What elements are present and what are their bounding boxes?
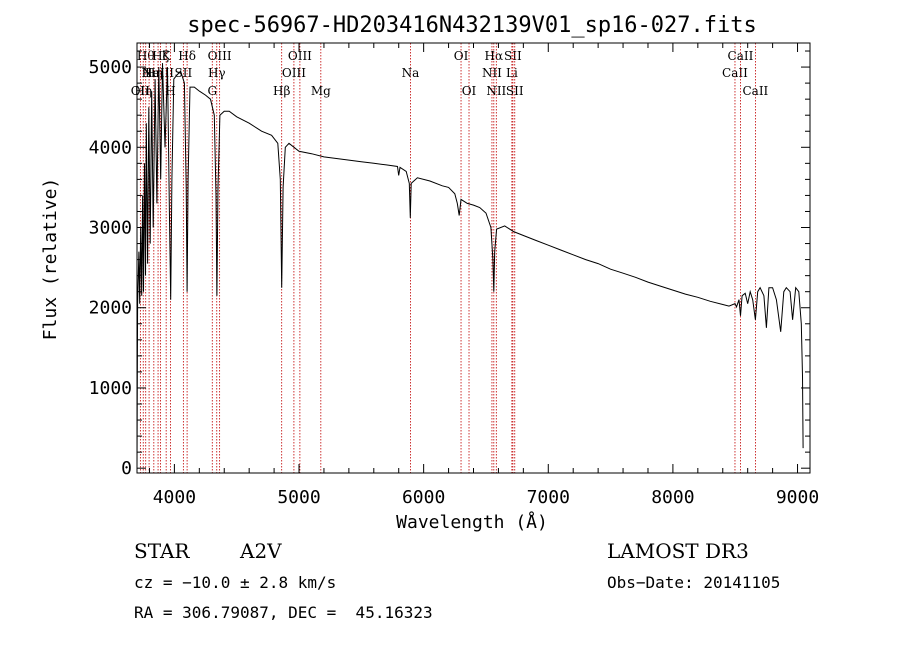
marker-label-6: Hζ — [152, 49, 169, 63]
marker-label-11: G — [207, 84, 217, 98]
x-axis-label: Wavelength (Å) — [396, 511, 548, 533]
marker-label-25: SII — [504, 49, 522, 63]
marker-label-27: CaII — [722, 66, 748, 80]
y-tick-label-2000: 2000 — [89, 298, 132, 319]
marker-label-18: Na — [402, 66, 420, 80]
axis-ticks: 4000 5000 6000 7000 8000 9000 0 1000 2000 3000 400… — [89, 43, 819, 508]
marker-label-10: Hδ — [178, 49, 196, 63]
spectrum-series-line — [136, 63, 804, 469]
x-tick-label-8000: 8000 — [651, 487, 694, 508]
y-tick-label-5000: 5000 — [89, 57, 132, 78]
y-tick-label-1000: 1000 — [89, 378, 132, 399]
chart-title: spec-56967-HD203416N432139V01_sp16-027.f… — [187, 13, 757, 38]
marker-label-7: K — [162, 49, 172, 63]
marker-label-1: Hη — [134, 84, 152, 98]
redshift-text: cz = −10.0 ± 2.8 km/s — [134, 573, 337, 592]
plot-frame — [136, 42, 811, 474]
marker-label-3: Hι — [142, 66, 157, 80]
marker-label-20: OI — [462, 84, 477, 98]
marker-label-8: H — [165, 84, 175, 98]
marker-label-22: Hα — [485, 49, 504, 63]
line-markers: OIIHηHθHιHηNeIIIHζKHSIIHδGHγOIIIHβOIIIOI… — [131, 43, 769, 473]
marker-label-14: Hβ — [273, 84, 290, 98]
y-tick-label-4000: 4000 — [89, 137, 132, 158]
x-tick-label-7000: 7000 — [527, 487, 570, 508]
spectral-class: A2V — [240, 539, 282, 563]
coordinates: RA = 306.79087, DEC = 45.16323 — [134, 603, 433, 622]
y-axis-label: Flux (relative) — [40, 178, 61, 341]
marker-label-13: OIII — [208, 49, 232, 63]
marker-label-28: CaII — [728, 49, 754, 63]
x-tick-label-9000: 9000 — [776, 487, 819, 508]
marker-label-15: OIII — [282, 66, 306, 80]
obs-date: Obs−Date: 20141105 — [607, 573, 781, 592]
marker-label-17: Mg — [311, 84, 331, 98]
object-type: STAR — [134, 539, 190, 563]
spectrum-chart: spec-56967-HD203416N432139V01_sp16-027.f… — [40, 13, 819, 533]
marker-label-16: OIII — [288, 49, 312, 63]
marker-label-9: SII — [175, 66, 193, 80]
survey-name: LAMOST DR3 — [607, 539, 749, 563]
marker-label-23: NII — [486, 84, 506, 98]
marker-label-24: Li — [506, 66, 518, 80]
marker-label-21: NII — [482, 66, 502, 80]
marker-label-29: CaII — [742, 84, 768, 98]
marker-label-12: Hγ — [208, 66, 226, 80]
x-tick-label-6000: 6000 — [402, 487, 445, 508]
marker-label-19: OI — [454, 49, 469, 63]
marker-label-26: SII — [506, 84, 524, 98]
x-tick-label-4000: 4000 — [153, 487, 196, 508]
y-tick-label-3000: 3000 — [89, 218, 132, 239]
marker-label-2: Hθ — [137, 49, 155, 63]
y-tick-label-0: 0 — [121, 458, 132, 479]
x-tick-label-5000: 5000 — [277, 487, 320, 508]
